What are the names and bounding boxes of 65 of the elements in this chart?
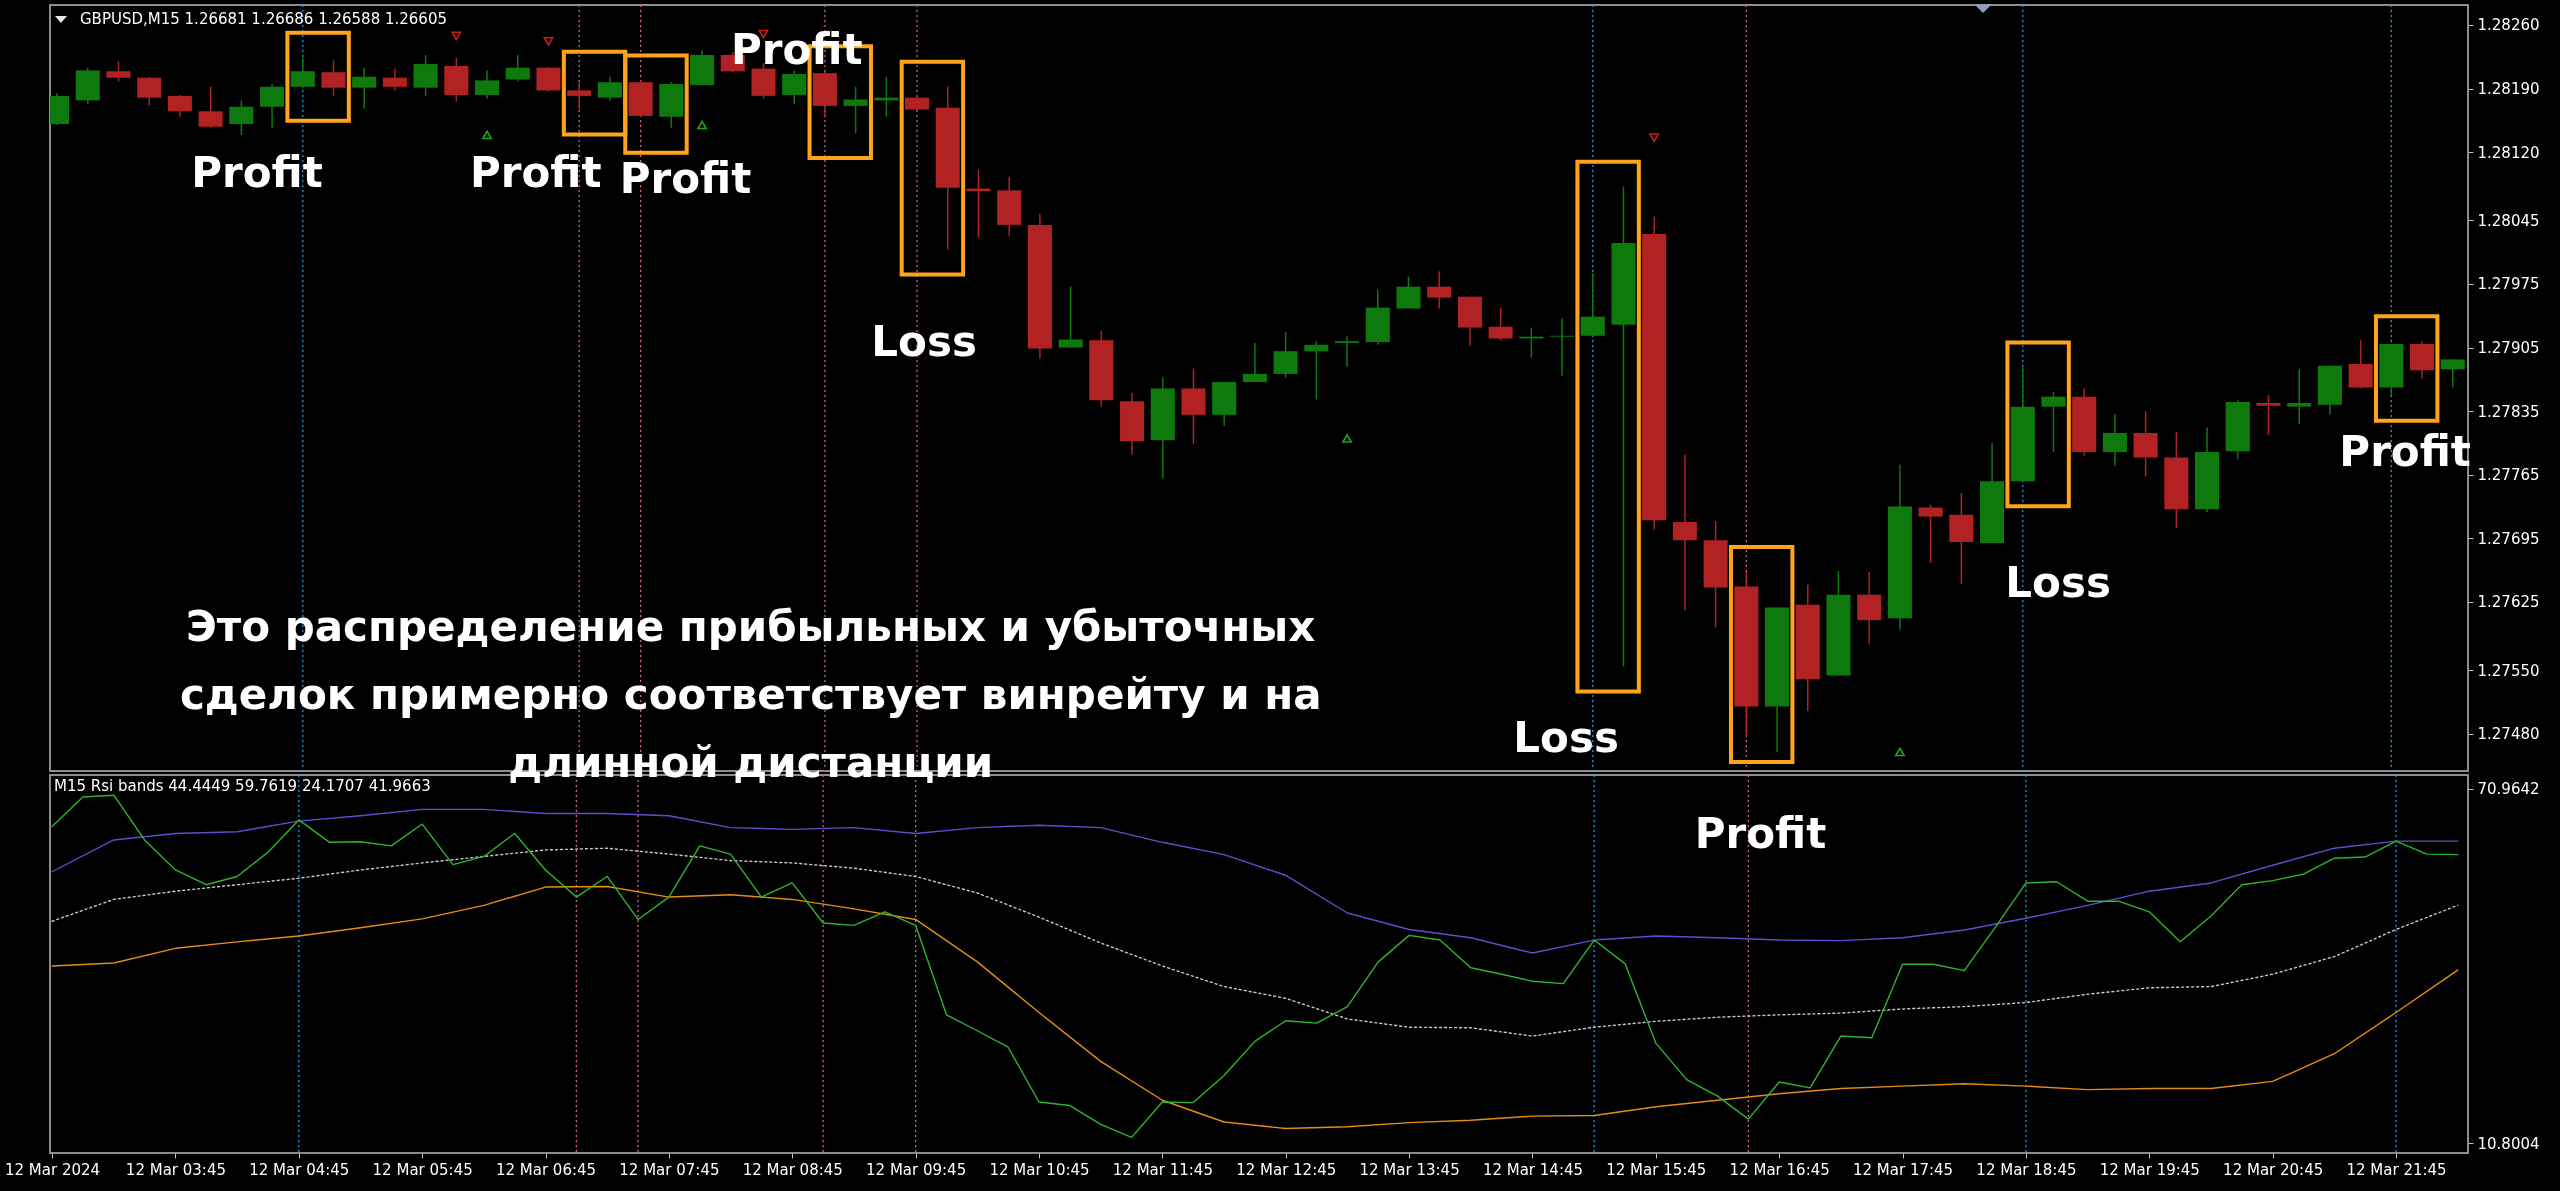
x-tick-label: 12 Mar 19:45 xyxy=(2099,1160,2200,1179)
x-tick-label: 12 Mar 20:45 xyxy=(2223,1160,2324,1179)
y-tick-label: 1.27905 xyxy=(2477,339,2540,358)
candlestick xyxy=(2041,391,2066,453)
chart-title: GBPUSD,M15 1.26681 1.26686 1.26588 1.26605 xyxy=(80,10,447,28)
y-tick-label: 70.9642 xyxy=(2477,780,2540,799)
point xyxy=(543,36,554,46)
x-tick-label: 12 Mar 07:45 xyxy=(619,1160,720,1179)
x-tick-label: 12 Mar 12:45 xyxy=(1236,1160,1337,1179)
y-tick-label: 1.27695 xyxy=(2477,529,2540,548)
x-tick-label: 12 Mar 21:45 xyxy=(2346,1160,2447,1179)
y-tick-label: 1.27625 xyxy=(2477,593,2540,612)
annotation: Loss xyxy=(1513,713,1619,763)
x-tick-label: 12 Mar 16:45 xyxy=(1729,1160,1830,1179)
y-tick-label: 1.27550 xyxy=(2477,661,2540,680)
candlestick xyxy=(2256,394,2281,436)
point xyxy=(451,31,462,41)
y-tick-label: 1.27765 xyxy=(2477,466,2540,485)
annotation: Profit xyxy=(469,148,602,198)
annotation: Profit xyxy=(619,153,752,203)
candlestick xyxy=(843,86,868,134)
x-tick-label: 12 Mar 11:45 xyxy=(1112,1160,1213,1179)
point xyxy=(482,130,493,140)
x-tick-label: 12 Mar 10:45 xyxy=(989,1160,1090,1179)
candlestick xyxy=(1550,317,1575,377)
x-tick-label: 12 Mar 13:45 xyxy=(1359,1160,1460,1179)
x-tick-label: 12 Mar 04:45 xyxy=(249,1160,350,1179)
y-tick-label: 1.28045 xyxy=(2477,211,2540,230)
y-tick-label: 1.27975 xyxy=(2477,275,2540,294)
chart-title: M15 Rsi bands 44.4449 59.7619 24.1707 41.9663 xyxy=(54,777,431,795)
y-tick-label: 1.28190 xyxy=(2477,80,2540,99)
annotation: Profit xyxy=(2339,427,2471,477)
point xyxy=(1342,434,1353,443)
y-tick-label: 10.8004 xyxy=(2477,1134,2540,1153)
x-tick-label: 12 Mar 17:45 xyxy=(1852,1160,1954,1179)
y-tick-label: 1.28120 xyxy=(2477,143,2540,162)
candlestick xyxy=(567,81,592,111)
x-tick-label: 12 Mar 09:45 xyxy=(866,1160,967,1179)
line-series xyxy=(51,794,2459,1139)
candlestick xyxy=(1672,454,1697,611)
x-tick-label: 12 Mar 03:45 xyxy=(125,1160,226,1179)
x-tick-label: 12 Mar 08:45 xyxy=(742,1160,843,1179)
y-tick-label: 1.28260 xyxy=(2477,16,2540,35)
point xyxy=(1894,747,1905,757)
line-series xyxy=(51,808,2459,954)
x-tick-label: 12 Mar 14:45 xyxy=(1482,1160,1584,1179)
line-series xyxy=(51,847,2459,1037)
y-tick-label: 1.27480 xyxy=(2477,725,2540,744)
annotation: Loss xyxy=(2005,557,2111,607)
x-tick-label: 12 Mar 2024 xyxy=(5,1160,101,1179)
x-tick-label: 12 Mar 06:45 xyxy=(495,1160,597,1179)
x-tick-label: 12 Mar 18:45 xyxy=(1976,1160,2077,1179)
annotation: Profit xyxy=(191,148,323,198)
candlestick xyxy=(2287,368,2312,425)
candlestick xyxy=(1918,504,1943,564)
line-series xyxy=(51,885,2459,1130)
candlestick xyxy=(1335,335,1360,368)
x-tick-label: 12 Mar 05:45 xyxy=(372,1160,473,1179)
point xyxy=(1649,133,1660,143)
annotation: Profit xyxy=(1694,809,1827,859)
y-tick-label: 1.27835 xyxy=(2477,402,2540,421)
x-tick-label: 12 Mar 15:45 xyxy=(1606,1160,1707,1179)
point xyxy=(697,120,708,130)
candlestick xyxy=(1304,340,1329,401)
annotation: Loss xyxy=(871,316,977,366)
